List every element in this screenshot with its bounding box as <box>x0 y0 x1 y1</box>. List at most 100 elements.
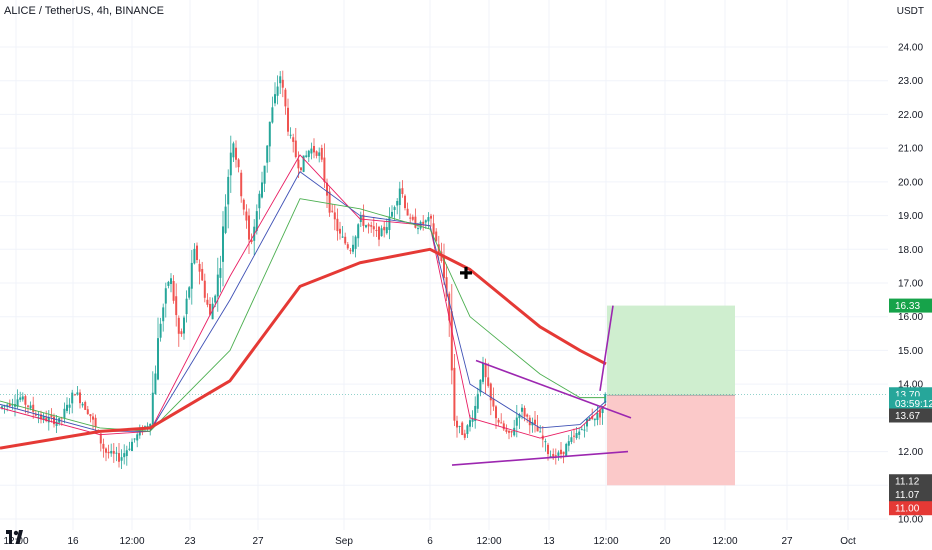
symbol-title[interactable]: ALICE / TetherUS, 4h, BINANCE <box>4 5 164 17</box>
candle-body <box>183 317 185 334</box>
price-tag-bg <box>889 474 932 489</box>
candle-body <box>206 299 209 305</box>
price-axis[interactable]: 24.00 23.00 22.00 21.00 20.00 19.00 18.00 17.00… <box>898 43 923 526</box>
candle-body <box>284 89 287 107</box>
candle-body <box>16 399 19 407</box>
candle-body <box>443 257 445 278</box>
time-axis[interactable]: 12:00 16 12:00 23 27 Sep 6 12:00 13 12:00 20 12:00 2… <box>3 536 856 547</box>
candle-body <box>357 224 360 239</box>
candle-body <box>11 404 14 406</box>
candle-body <box>474 405 477 422</box>
ema-line-ema_mid <box>0 171 607 432</box>
candle-body <box>271 107 274 123</box>
candle-body <box>575 433 578 438</box>
candle-body <box>55 421 58 426</box>
y-tick-label: 22.00 <box>898 110 923 121</box>
candle-body <box>510 431 513 433</box>
candle-body <box>219 268 222 278</box>
candle-body <box>131 441 133 451</box>
candle-body <box>500 422 503 424</box>
candle-body <box>445 277 448 297</box>
y-tick-label: 21.00 <box>898 144 923 155</box>
candle-body <box>476 393 479 409</box>
candle-body <box>310 148 313 154</box>
candle-body <box>567 441 570 446</box>
candle-body <box>149 423 152 428</box>
candle-body <box>523 407 526 417</box>
candle-body <box>50 414 53 417</box>
candle-body <box>487 377 490 386</box>
candle-body <box>188 287 191 298</box>
price-tag-label: 16.33 <box>895 301 920 312</box>
candle-body <box>170 278 172 284</box>
x-tick-label: 12:00 <box>712 536 737 547</box>
candle-body <box>162 307 165 322</box>
candle-body <box>331 210 334 212</box>
candle-body <box>505 429 508 432</box>
candle-body <box>255 211 258 231</box>
candle-body <box>432 223 435 235</box>
stop-zone <box>607 395 735 486</box>
candle-body <box>37 416 40 419</box>
ema-line-ema_fast <box>0 154 607 439</box>
candle-body <box>326 182 328 196</box>
y-tick-label: 18.00 <box>898 245 923 256</box>
candle-body <box>375 230 378 232</box>
ema-line-ema_long <box>0 247 607 450</box>
y-tick-label: 17.00 <box>898 279 923 290</box>
candle-body <box>544 441 547 443</box>
candle-body <box>79 392 81 404</box>
candle-body <box>227 176 230 205</box>
candle-body <box>297 159 300 169</box>
candle-body <box>268 121 271 147</box>
candle-body <box>604 394 607 403</box>
candle-body <box>224 206 227 233</box>
candle-body <box>279 76 282 84</box>
candle-body <box>573 435 575 437</box>
candle-body <box>388 216 391 230</box>
x-tick-label: 23 <box>184 536 196 547</box>
triangle-lower-line <box>451 450 629 466</box>
y-tick-label: 23.00 <box>898 76 923 87</box>
price-tag-bg <box>889 396 932 411</box>
candle-body <box>211 303 214 320</box>
candle-body <box>8 403 11 407</box>
candle-body <box>313 145 315 153</box>
candle-body <box>320 147 323 160</box>
candle-body <box>1 406 3 408</box>
y-tick-label: 12.00 <box>898 447 923 458</box>
candle-body <box>448 293 451 321</box>
x-tick-label: Oct <box>840 536 856 547</box>
x-tick-label: 16 <box>67 536 79 547</box>
candle-body <box>372 226 375 230</box>
candle-body <box>151 392 154 425</box>
candle-body <box>73 394 76 396</box>
candle-body <box>19 397 22 400</box>
candle-body <box>198 263 201 272</box>
candle-body <box>513 427 516 436</box>
candle-body <box>172 281 175 301</box>
y-tick-label: 14.00 <box>898 380 923 391</box>
candle-body <box>346 244 349 249</box>
candle-body <box>105 448 107 453</box>
candle-body <box>242 199 245 210</box>
target-zone <box>607 305 735 396</box>
candle-body <box>27 405 29 407</box>
price-tag-bg <box>889 501 932 516</box>
candle-body <box>42 416 45 420</box>
candle-body <box>404 195 406 209</box>
tradingview-logo <box>6 530 23 544</box>
candle-body <box>261 182 263 198</box>
candle-body <box>385 227 388 234</box>
candle-body <box>71 392 74 404</box>
candle-body <box>518 414 521 419</box>
candle-body <box>180 331 183 335</box>
candle-body <box>29 405 32 409</box>
x-tick-label: 20 <box>659 536 671 547</box>
candle-body <box>427 217 430 222</box>
candle-body <box>354 236 357 249</box>
candle-body <box>32 404 35 412</box>
candle-body <box>482 362 484 382</box>
price-tag-bg <box>889 487 932 502</box>
